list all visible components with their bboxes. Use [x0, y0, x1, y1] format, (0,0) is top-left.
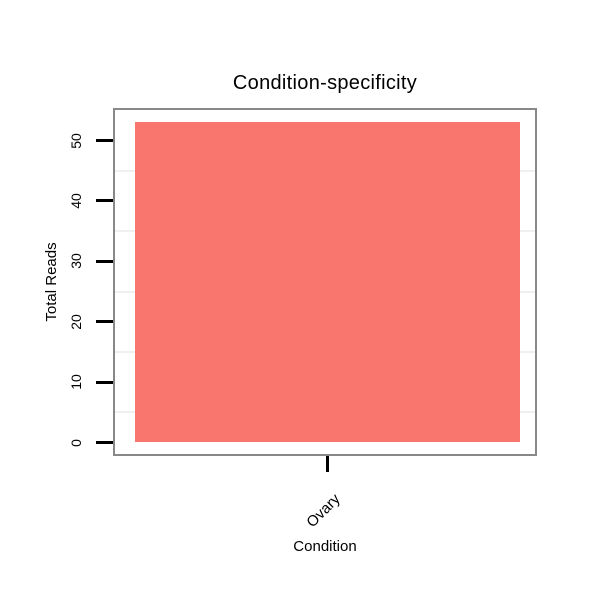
bar-ovary — [135, 122, 520, 443]
y-axis-title: Total Reads — [43, 242, 60, 322]
y-tick-label: 10 — [68, 374, 84, 390]
y-tick-label: 20 — [68, 313, 84, 330]
chart-title: Condition-specificity — [232, 72, 418, 94]
y-tick-mark — [96, 259, 114, 263]
y-tick-label: 0 — [68, 438, 84, 447]
y-tick-mark — [96, 199, 114, 203]
y-tick-mark — [96, 441, 114, 444]
x-axis-title: Condition — [293, 538, 357, 555]
y-tick-mark — [96, 139, 114, 142]
plot-area — [113, 108, 537, 456]
y-tick-label: 50 — [68, 132, 84, 149]
y-tick-label: 30 — [68, 253, 84, 270]
y-tick-label: 40 — [68, 193, 84, 209]
y-tick-mark — [96, 320, 114, 324]
x-tick-mark — [326, 456, 329, 472]
y-tick-mark — [96, 380, 114, 384]
